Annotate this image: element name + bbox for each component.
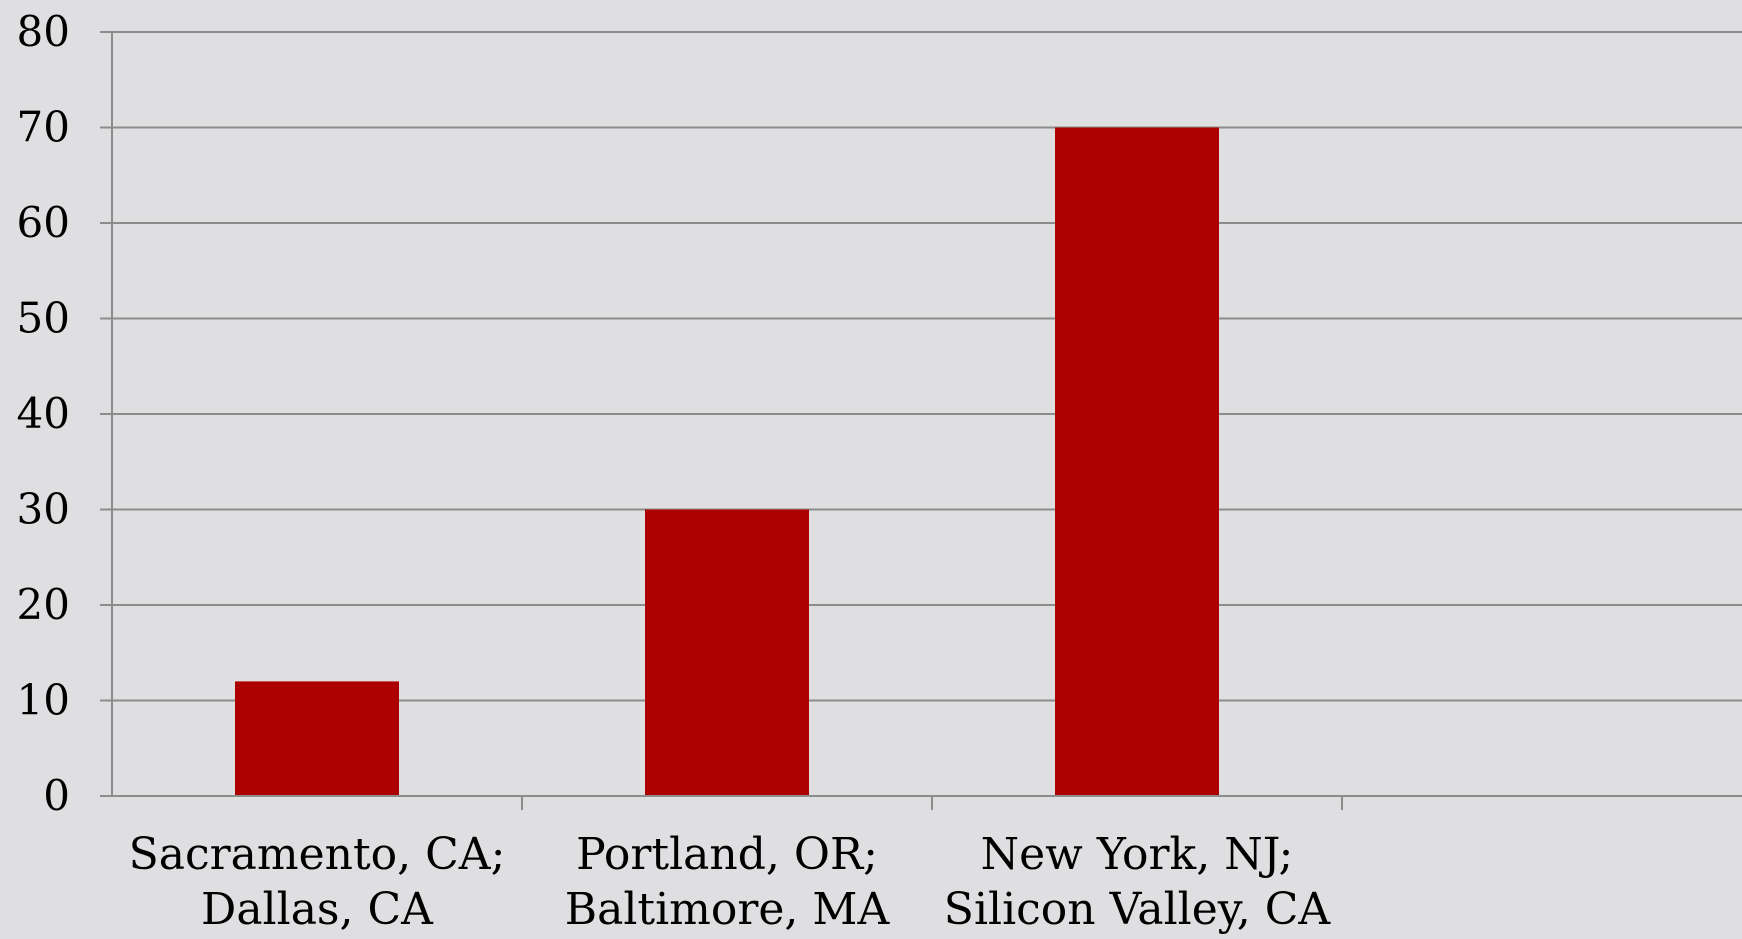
y-tick-label: 60 <box>17 198 70 247</box>
y-tick-label: 50 <box>17 294 70 343</box>
y-tick-label: 70 <box>17 103 70 152</box>
x-category-label: Sacramento, CA; <box>129 829 506 880</box>
bar <box>235 681 399 796</box>
x-category-label: Baltimore, MA <box>565 884 891 934</box>
y-tick-label: 20 <box>17 580 70 629</box>
x-category-label: Dallas, CA <box>201 884 434 934</box>
x-category-label: Silicon Valley, CA <box>944 884 1332 934</box>
y-tick-label: 10 <box>17 676 70 725</box>
bars <box>235 127 1219 796</box>
labels: 0 10 20 30 40 50 60 70 80 Sacramento, CA;Dallas, … <box>17 7 1332 935</box>
bar <box>1055 127 1219 796</box>
y-tick-label: 80 <box>17 7 70 56</box>
x-category-label: New York, NJ; <box>981 829 1294 880</box>
axes <box>100 31 1742 810</box>
x-category-label: Portland, OR; <box>576 829 878 880</box>
y-tick-label: 40 <box>17 389 70 438</box>
y-tick-label: 30 <box>17 485 70 534</box>
y-tick-label: 0 <box>43 771 70 820</box>
gridlines <box>112 31 1742 702</box>
bar <box>645 509 809 796</box>
